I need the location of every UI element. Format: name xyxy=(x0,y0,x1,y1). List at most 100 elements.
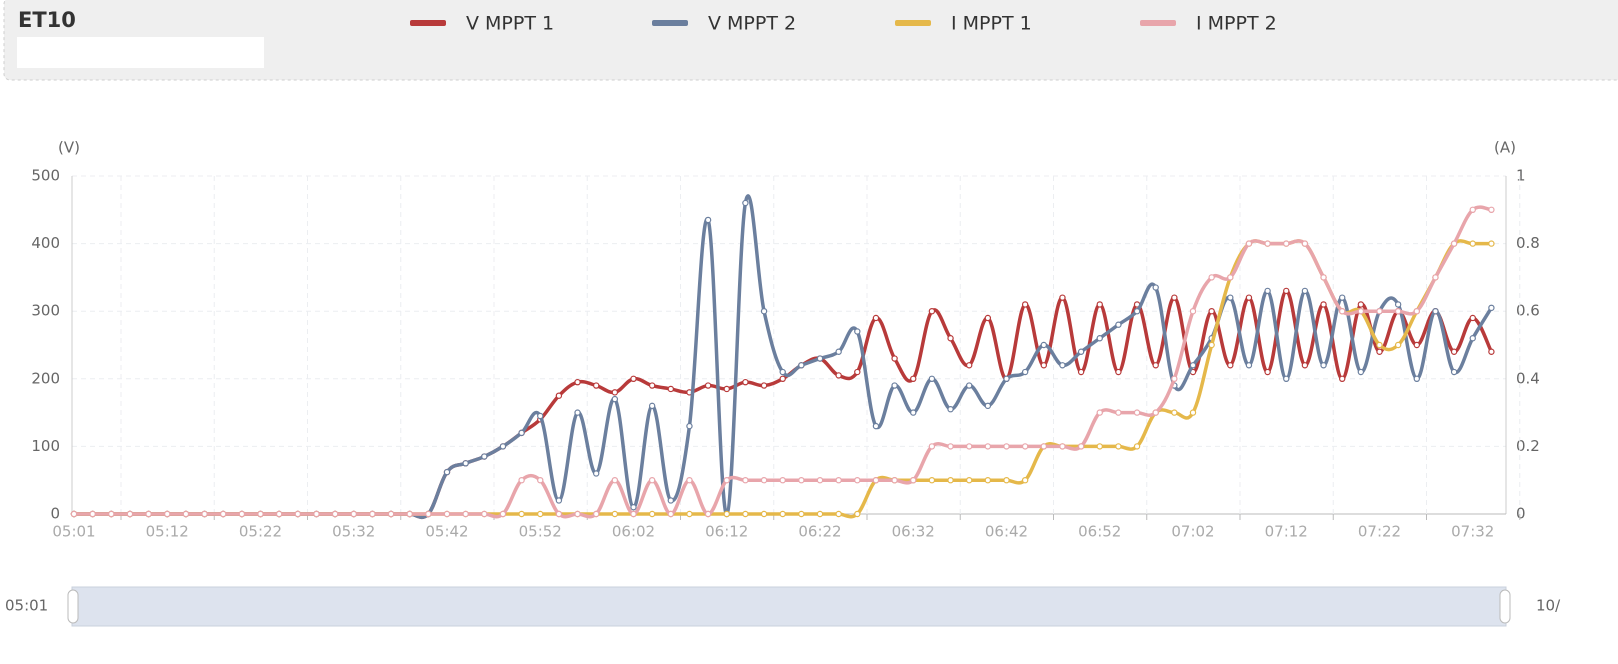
data-point xyxy=(257,510,264,518)
data-point xyxy=(704,216,712,224)
data-point xyxy=(1189,362,1197,369)
data-point xyxy=(1171,294,1178,301)
y2-tick-label: 0 xyxy=(1516,505,1526,523)
x-tick-label: 06:42 xyxy=(985,523,1028,541)
data-point xyxy=(630,510,637,518)
data-point xyxy=(387,510,395,518)
data-point xyxy=(593,510,600,518)
data-point xyxy=(966,362,973,369)
data-point xyxy=(1320,274,1327,281)
slider-start-label: 05:01 xyxy=(5,597,48,615)
data-point xyxy=(854,477,861,484)
data-point xyxy=(499,510,507,518)
data-point xyxy=(984,443,992,450)
data-point xyxy=(1450,368,1458,376)
data-point xyxy=(350,510,357,518)
data-point xyxy=(425,510,432,518)
data-point xyxy=(1208,308,1215,315)
data-point xyxy=(1245,294,1253,301)
data-point xyxy=(201,510,208,518)
data-point xyxy=(611,477,619,484)
data-point xyxy=(872,477,880,484)
data-point xyxy=(686,477,693,484)
data-point xyxy=(443,510,451,518)
data-point xyxy=(182,510,190,518)
slider-handle[interactable] xyxy=(67,589,79,624)
y2-tick-label: 0.2 xyxy=(1516,437,1540,455)
x-tick-label: 05:12 xyxy=(146,523,189,541)
data-point xyxy=(555,392,563,399)
zoom-slider[interactable] xyxy=(71,586,1507,627)
data-point xyxy=(630,375,637,382)
data-point xyxy=(1357,368,1365,376)
data-point xyxy=(984,477,992,484)
data-point xyxy=(89,510,96,518)
data-point xyxy=(126,510,134,518)
data-point xyxy=(1394,301,1402,308)
data-point xyxy=(1189,308,1197,315)
x-tick-label: 05:52 xyxy=(519,523,562,541)
data-point xyxy=(891,355,898,362)
legend-label: I MPPT 1 xyxy=(951,13,1032,35)
data-point xyxy=(1488,304,1495,312)
x-tick-label: 07:12 xyxy=(1265,523,1308,541)
data-point xyxy=(835,348,842,355)
data-point xyxy=(1488,240,1495,247)
data-point xyxy=(1077,443,1085,450)
data-point xyxy=(835,477,842,484)
data-point xyxy=(1171,409,1178,416)
legend-swatch xyxy=(652,20,688,26)
data-point xyxy=(928,375,936,382)
data-point xyxy=(537,510,544,518)
search-input[interactable] xyxy=(17,37,264,68)
data-point xyxy=(667,385,675,393)
data-point xyxy=(1171,375,1178,382)
slider-handle[interactable] xyxy=(1499,589,1511,624)
data-point xyxy=(1040,443,1048,450)
data-point xyxy=(1115,409,1122,416)
legend-label: V MPPT 1 xyxy=(466,13,554,35)
data-point xyxy=(443,468,451,476)
y-tick-label: 300 xyxy=(31,302,60,320)
y2-tick-label: 1 xyxy=(1516,167,1526,185)
data-point xyxy=(928,477,936,484)
data-point xyxy=(70,510,78,518)
data-point xyxy=(1469,335,1476,342)
data-point xyxy=(1245,240,1253,247)
data-point xyxy=(891,477,898,484)
data-point xyxy=(1338,308,1346,315)
data-point xyxy=(537,412,544,420)
data-point xyxy=(872,314,880,322)
x-tick-label: 06:22 xyxy=(798,523,841,541)
data-point xyxy=(164,510,171,518)
data-point xyxy=(742,378,749,386)
header-panel xyxy=(3,0,1618,81)
data-point xyxy=(1450,240,1458,247)
data-point xyxy=(611,510,619,518)
data-point xyxy=(1152,362,1159,369)
y-tick-label: 500 xyxy=(31,167,60,185)
data-point xyxy=(481,453,488,460)
data-point xyxy=(313,510,320,518)
data-point xyxy=(1059,362,1066,369)
data-point xyxy=(1040,341,1048,349)
data-point xyxy=(1264,287,1271,295)
y-tick-label: 200 xyxy=(31,369,60,387)
data-point xyxy=(667,497,675,504)
y2-tick-label: 0.8 xyxy=(1516,234,1540,252)
data-point xyxy=(723,510,730,518)
data-point xyxy=(947,443,954,450)
data-point xyxy=(947,406,954,413)
data-point xyxy=(1394,308,1402,315)
data-point xyxy=(630,504,637,511)
data-point xyxy=(910,409,917,416)
data-point xyxy=(593,470,600,477)
data-point xyxy=(798,362,805,369)
x-tick-label: 07:22 xyxy=(1358,523,1401,541)
data-point xyxy=(611,389,619,396)
data-point xyxy=(966,382,973,389)
data-point xyxy=(518,429,525,437)
data-point xyxy=(723,477,730,484)
data-point xyxy=(704,382,712,389)
data-point xyxy=(947,335,954,342)
